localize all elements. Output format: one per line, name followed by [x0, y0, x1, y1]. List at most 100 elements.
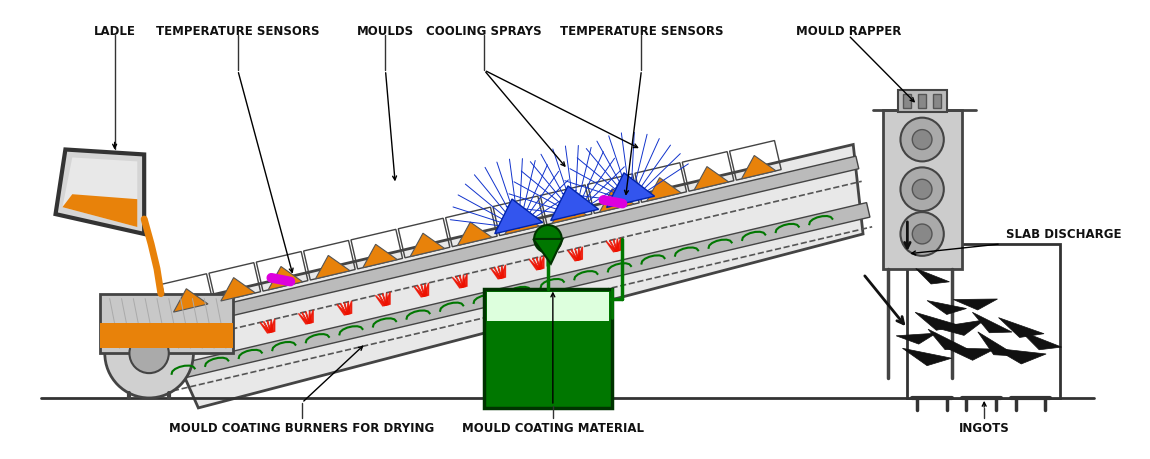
FancyBboxPatch shape	[883, 111, 961, 269]
Polygon shape	[380, 295, 385, 306]
Text: SLAB DISCHARGE: SLAB DISCHARGE	[1006, 228, 1121, 241]
Polygon shape	[610, 241, 616, 252]
Polygon shape	[896, 334, 936, 344]
Polygon shape	[302, 313, 308, 324]
Text: TEMPERATURE SENSORS: TEMPERATURE SENSORS	[560, 25, 723, 38]
Text: INGOTS: INGOTS	[959, 421, 1010, 434]
Polygon shape	[572, 250, 577, 261]
Polygon shape	[613, 240, 618, 252]
Polygon shape	[1020, 331, 1061, 350]
Polygon shape	[385, 292, 390, 306]
Polygon shape	[903, 348, 952, 366]
Polygon shape	[168, 203, 869, 381]
Polygon shape	[551, 186, 599, 221]
FancyBboxPatch shape	[486, 292, 610, 322]
Polygon shape	[568, 251, 577, 261]
Polygon shape	[616, 238, 621, 252]
Polygon shape	[263, 322, 270, 333]
Polygon shape	[383, 294, 386, 306]
Polygon shape	[616, 239, 619, 252]
Polygon shape	[424, 283, 429, 297]
Polygon shape	[299, 314, 308, 324]
Circle shape	[900, 168, 944, 212]
Polygon shape	[267, 321, 271, 333]
Polygon shape	[532, 259, 539, 270]
Polygon shape	[575, 249, 578, 261]
Text: LADLE: LADLE	[93, 25, 136, 38]
Polygon shape	[268, 267, 302, 290]
Polygon shape	[973, 313, 1012, 333]
Polygon shape	[100, 324, 232, 348]
FancyBboxPatch shape	[484, 289, 612, 408]
Polygon shape	[927, 301, 966, 315]
Polygon shape	[270, 319, 275, 333]
Polygon shape	[998, 318, 1044, 338]
Polygon shape	[337, 305, 347, 315]
Polygon shape	[537, 258, 540, 269]
Text: MOULD COATING MATERIAL: MOULD COATING MATERIAL	[462, 421, 644, 434]
Polygon shape	[915, 269, 950, 285]
Polygon shape	[421, 285, 426, 297]
Polygon shape	[742, 156, 776, 179]
Circle shape	[130, 334, 169, 373]
Polygon shape	[529, 260, 539, 270]
Polygon shape	[953, 299, 997, 310]
Polygon shape	[455, 277, 462, 288]
Polygon shape	[315, 256, 350, 279]
FancyBboxPatch shape	[907, 244, 1060, 398]
Polygon shape	[460, 276, 463, 288]
Polygon shape	[340, 304, 347, 315]
Polygon shape	[154, 145, 862, 408]
FancyBboxPatch shape	[904, 95, 911, 108]
Circle shape	[900, 213, 944, 256]
Polygon shape	[417, 286, 424, 297]
Polygon shape	[494, 200, 543, 234]
Polygon shape	[347, 302, 350, 314]
Polygon shape	[156, 157, 859, 333]
Polygon shape	[347, 301, 352, 314]
Polygon shape	[362, 245, 398, 268]
Polygon shape	[505, 212, 539, 235]
Polygon shape	[552, 201, 586, 224]
Polygon shape	[100, 294, 232, 353]
Text: MOULDS: MOULDS	[356, 25, 414, 38]
FancyBboxPatch shape	[897, 90, 946, 112]
FancyBboxPatch shape	[918, 95, 926, 108]
Circle shape	[105, 309, 193, 398]
Polygon shape	[494, 268, 500, 279]
Polygon shape	[539, 256, 544, 269]
Polygon shape	[935, 320, 984, 336]
FancyBboxPatch shape	[933, 95, 941, 108]
Text: COOLING SPRAYS: COOLING SPRAYS	[427, 25, 542, 38]
Polygon shape	[62, 158, 137, 228]
Polygon shape	[306, 312, 309, 324]
Polygon shape	[577, 247, 582, 261]
Polygon shape	[577, 248, 581, 261]
Polygon shape	[539, 257, 542, 269]
Polygon shape	[174, 289, 208, 313]
Polygon shape	[646, 178, 681, 202]
Polygon shape	[375, 296, 385, 306]
Polygon shape	[995, 348, 1046, 364]
Polygon shape	[458, 223, 492, 246]
Polygon shape	[414, 287, 424, 297]
Polygon shape	[695, 167, 729, 190]
Polygon shape	[55, 150, 144, 235]
Polygon shape	[606, 174, 654, 208]
Polygon shape	[915, 313, 959, 330]
Polygon shape	[452, 278, 462, 288]
Polygon shape	[308, 310, 313, 324]
Polygon shape	[978, 332, 1018, 356]
Polygon shape	[928, 330, 967, 350]
Polygon shape	[491, 269, 500, 279]
Circle shape	[912, 224, 932, 244]
Polygon shape	[385, 293, 389, 306]
Polygon shape	[599, 190, 634, 213]
Polygon shape	[500, 265, 506, 279]
Text: MOULD RAPPER: MOULD RAPPER	[796, 25, 900, 38]
Polygon shape	[498, 267, 501, 279]
Polygon shape	[270, 320, 273, 333]
Text: TEMPERATURE SENSORS: TEMPERATURE SENSORS	[156, 25, 320, 38]
Polygon shape	[424, 284, 427, 297]
Polygon shape	[606, 242, 616, 252]
